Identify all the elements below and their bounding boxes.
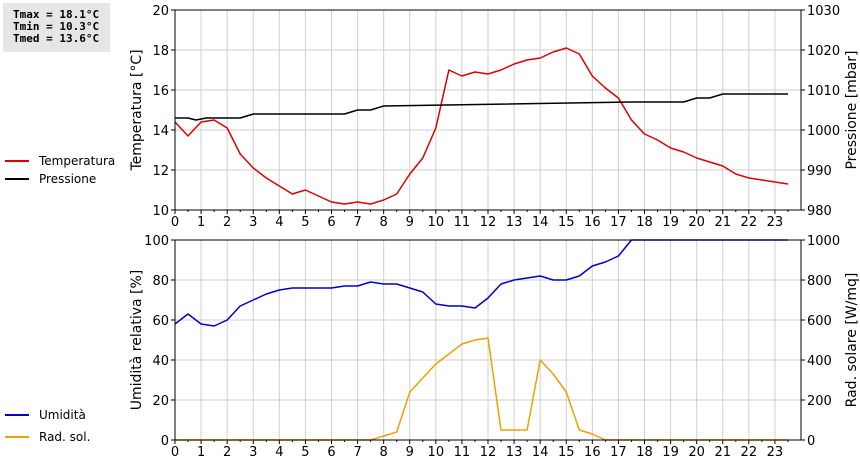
chart2-y-tick-label: 80 <box>152 274 169 289</box>
chart1-x-tick-label: 22 <box>741 215 758 230</box>
chart2-x-tick-label: 14 <box>532 445 549 460</box>
chart1-x-tick-label: 23 <box>767 215 784 230</box>
chart2-x-tick-label: 12 <box>480 445 497 460</box>
chart2-x-tick-label: 0 <box>171 445 179 460</box>
stats-box: Tmax = 18.1°C Tmin = 10.3°C Tmed = 13.6°… <box>3 3 110 52</box>
chart1-y-tick-label: 12 <box>152 164 169 179</box>
chart1-y-right-axis-title: Pressione [mbar] <box>844 50 860 169</box>
chart1-y-right-tick-label: 1030 <box>807 4 840 19</box>
chart1-series-temperatura-line <box>174 47 789 205</box>
chart1-y-tick-label: 10 <box>152 204 169 219</box>
chart2-y-axis-title: Umidità relativa [%] <box>129 270 145 411</box>
chart1-x-tick-label: 2 <box>223 215 231 230</box>
chart2-legend-label: Rad. sol. <box>39 430 90 444</box>
chart2-x-tick-label: 10 <box>428 445 445 460</box>
chart1-series-pressione-line <box>175 93 788 121</box>
chart2-x-tick-label: 15 <box>558 445 575 460</box>
chart1-y-tick-label: 20 <box>152 4 169 19</box>
chart1-y-tick-label: 14 <box>152 124 169 139</box>
chart1-y-tick-label: 18 <box>152 44 169 59</box>
chart1-plot-frame <box>174 9 802 211</box>
chart1-x-tick-label: 5 <box>301 215 309 230</box>
chart1-x-tick-label: 1 <box>197 215 205 230</box>
chart2-y-tick-label: 100 <box>144 234 169 249</box>
chart1-legend-label: Temperatura <box>38 154 115 168</box>
chart2-x-tick-label: 16 <box>584 445 601 460</box>
chart2-x-tick-label: 4 <box>275 445 283 460</box>
chart2-x-tick-label: 7 <box>353 445 361 460</box>
chart2-x-tick-label: 18 <box>636 445 653 460</box>
chart2-x-tick-label: 13 <box>506 445 523 460</box>
chart1-x-tick-label: 7 <box>353 215 361 230</box>
chart2-y-right-tick-label: 200 <box>807 394 832 409</box>
chart1-x-tick-label: 18 <box>636 215 653 230</box>
chart2-y-tick-label: 20 <box>152 394 169 409</box>
chart2-y-tick-label: 60 <box>152 314 169 329</box>
chart2-x-tick-label: 5 <box>301 445 309 460</box>
chart1-x-tick-label: 9 <box>406 215 414 230</box>
chart1-y-right-tick-label: 1010 <box>807 84 840 99</box>
chart2-x-tick-label: 21 <box>714 445 731 460</box>
chart1-x-tick-label: 14 <box>532 215 549 230</box>
chart2-y-tick-label: 40 <box>152 354 169 369</box>
chart1-y-right-tick-label: 980 <box>807 204 832 219</box>
chart2-x-tick-label: 17 <box>610 445 627 460</box>
chart2-x-tick-label: 11 <box>454 445 471 460</box>
chart1-y-tick-label: 16 <box>152 84 169 99</box>
chart2-y-right-tick-label: 800 <box>807 274 832 289</box>
chart1-x-tick-label: 21 <box>714 215 731 230</box>
chart1-y-right-tick-label: 990 <box>807 164 832 179</box>
chart1-x-tick-label: 3 <box>249 215 257 230</box>
chart2-x-tick-label: 1 <box>197 445 205 460</box>
chart1-x-tick-label: 17 <box>610 215 627 230</box>
chart1-x-tick-label: 8 <box>380 215 388 230</box>
chart1-y-right-tick-label: 1020 <box>807 44 840 59</box>
chart2-x-tick-label: 20 <box>688 445 705 460</box>
chart1-y-axis-title: Temperatura [°C] <box>129 49 145 171</box>
chart2-y-right-axis-title: Rad. solare [W/mq] <box>844 273 860 408</box>
chart1-x-tick-label: 15 <box>558 215 575 230</box>
chart2-series-umidit-line <box>174 239 788 327</box>
chart1-x-tick-label: 20 <box>688 215 705 230</box>
chart1-x-tick-label: 4 <box>275 215 283 230</box>
chart2-plot-frame <box>174 239 802 441</box>
chart1-x-tick-label: 19 <box>662 215 679 230</box>
chart1-x-tick-label: 6 <box>327 215 335 230</box>
chart1-y-right-tick-label: 1000 <box>807 124 840 139</box>
chart2-x-tick-label: 6 <box>327 445 335 460</box>
tmax-label: Tmax = 18.1°C <box>13 8 100 21</box>
chart2-x-tick-label: 23 <box>767 445 784 460</box>
chart2-legend-label: Umidità <box>39 408 86 422</box>
chart2-y-right-tick-label: 0 <box>807 434 815 449</box>
chart2-x-tick-label: 3 <box>249 445 257 460</box>
chart1-x-tick-label: 0 <box>171 215 179 230</box>
chart1-x-tick-label: 12 <box>480 215 497 230</box>
chart2-x-tick-label: 8 <box>380 445 388 460</box>
chart1-x-tick-label: 10 <box>428 215 445 230</box>
chart1-x-tick-label: 16 <box>584 215 601 230</box>
chart1-x-tick-label: 13 <box>506 215 523 230</box>
chart2-x-tick-label: 9 <box>406 445 414 460</box>
chart2-y-right-tick-label: 600 <box>807 314 832 329</box>
chart1-legend-label: Pressione <box>39 172 96 186</box>
chart2-x-tick-label: 19 <box>662 445 679 460</box>
chart1-x-tick-label: 11 <box>454 215 471 230</box>
chart2-x-tick-label: 2 <box>223 445 231 460</box>
chart2-series-rad-sol-line <box>175 337 788 441</box>
chart2-y-right-tick-label: 1000 <box>807 234 840 249</box>
tmed-label: Tmed = 13.6°C <box>13 32 100 45</box>
chart2-x-tick-label: 22 <box>741 445 758 460</box>
tmin-label: Tmin = 10.3°C <box>13 20 100 33</box>
chart2-y-tick-label: 0 <box>161 434 169 449</box>
chart2-y-right-tick-label: 400 <box>807 354 832 369</box>
